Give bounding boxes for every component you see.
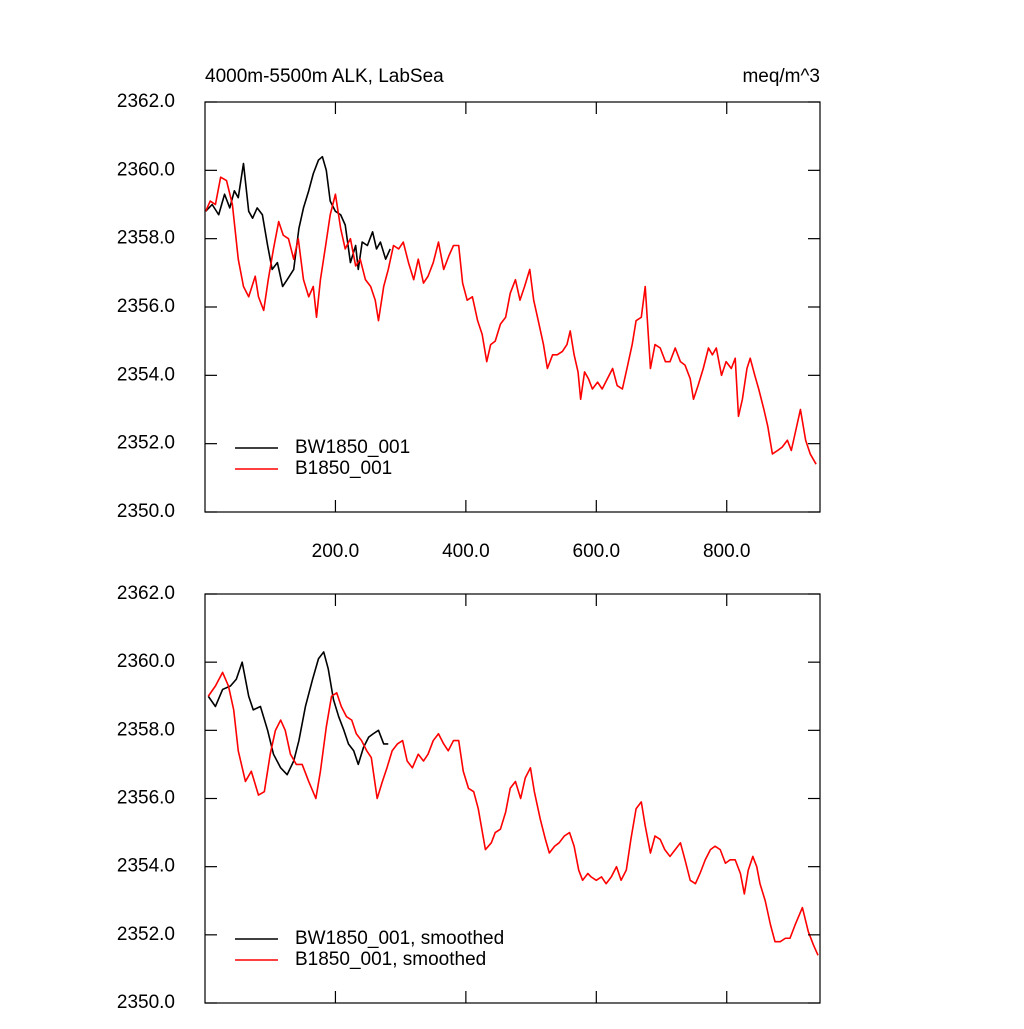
- y-tick-label: 2360.0: [117, 159, 175, 180]
- legend-label: BW1850_001, smoothed: [295, 928, 504, 949]
- legend-label: BW1850_001: [295, 437, 410, 458]
- y-tick-label: 2356.0: [117, 296, 175, 317]
- y-tick-label: 2362.0: [117, 91, 175, 112]
- legend-label: B1850_001, smoothed: [295, 949, 486, 970]
- x-tick-label: 400.0: [442, 541, 490, 562]
- x-tick-label: 200.0: [312, 541, 360, 562]
- y-tick-label: 2358.0: [117, 228, 175, 249]
- data-line: [205, 155, 391, 288]
- y-tick-label: 2356.0: [117, 788, 175, 809]
- y-tick-label: 2362.0: [117, 583, 175, 604]
- y-tick-label: 2354.0: [117, 856, 175, 877]
- data-line: [207, 651, 389, 776]
- data-line: [207, 671, 819, 956]
- y-tick-label: 2352.0: [117, 924, 175, 945]
- y-tick-label: 2350.0: [117, 992, 175, 1013]
- y-tick-label: 2350.0: [117, 501, 175, 522]
- y-tick-label: 2352.0: [117, 433, 175, 454]
- y-tick-label: 2354.0: [117, 364, 175, 385]
- y-tick-label: 2358.0: [117, 719, 175, 740]
- data-line: [204, 176, 817, 465]
- y-tick-label: 2360.0: [117, 651, 175, 672]
- units-label: meq/m^3: [742, 66, 820, 87]
- chart-title: 4000m-5500m ALK, LabSea: [205, 66, 444, 87]
- legend-label: B1850_001: [295, 458, 392, 479]
- x-tick-label: 600.0: [573, 541, 621, 562]
- x-tick-label: 800.0: [703, 541, 751, 562]
